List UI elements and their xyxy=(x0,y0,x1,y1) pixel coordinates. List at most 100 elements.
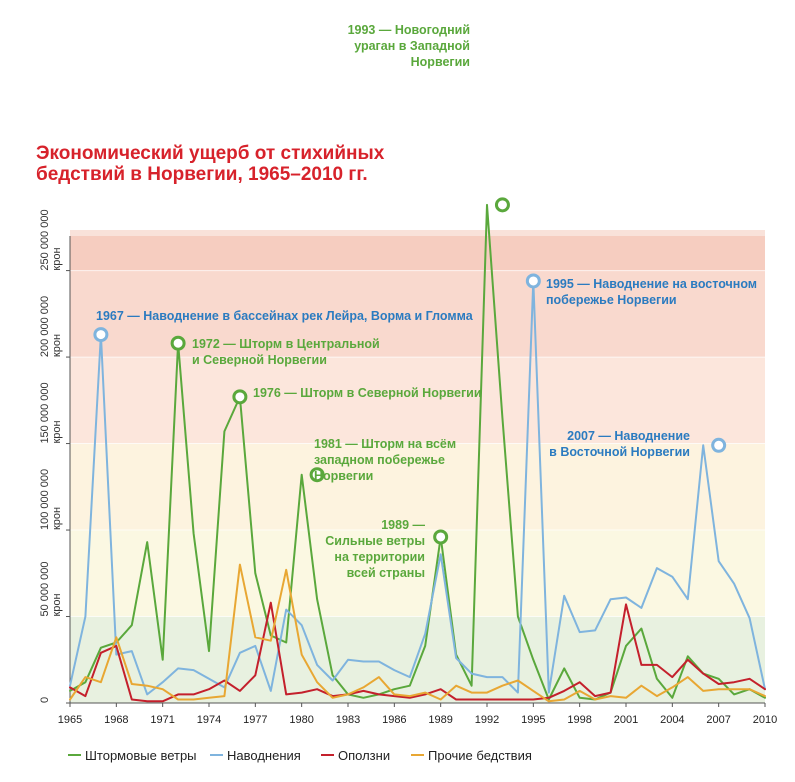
y-tick-unit-4: крон xyxy=(51,334,63,357)
x-tick-label-13: 2004 xyxy=(660,714,684,726)
legend-swatch-landslide xyxy=(321,754,334,756)
band-0 xyxy=(70,616,765,703)
data-point-2-15 xyxy=(301,692,303,694)
x-tick-label-10: 1995 xyxy=(521,714,545,726)
data-point-3-30 xyxy=(532,690,534,692)
data-point-1-39 xyxy=(671,576,673,578)
data-point-0-23 xyxy=(424,645,426,647)
x-tick-label-2: 1971 xyxy=(150,714,174,726)
data-point-3-15 xyxy=(301,654,303,656)
data-point-3-20 xyxy=(378,676,380,678)
annotation-text-4-2: на территории xyxy=(334,550,425,564)
data-point-1-34 xyxy=(594,629,596,631)
data-point-3-0 xyxy=(69,699,71,701)
data-point-0-9 xyxy=(208,650,210,652)
data-point-0-28 xyxy=(501,417,503,419)
y-tick-label-0: 0 xyxy=(39,697,51,703)
data-point-3-22 xyxy=(409,695,411,697)
data-point-1-43 xyxy=(733,583,735,585)
data-point-3-33 xyxy=(579,690,581,692)
data-point-0-16 xyxy=(316,598,318,600)
data-point-3-5 xyxy=(146,685,148,687)
data-point-3-18 xyxy=(347,693,349,695)
data-point-2-44 xyxy=(749,678,751,680)
y-tick-unit-3: крон xyxy=(51,420,63,443)
data-point-0-30 xyxy=(532,659,534,661)
data-point-3-14 xyxy=(285,569,287,571)
data-point-1-21 xyxy=(393,669,395,671)
annotation-marker-2 xyxy=(232,389,248,405)
y-tick-unit-2: крон xyxy=(51,507,63,530)
data-point-2-8 xyxy=(193,693,195,695)
data-point-1-42 xyxy=(718,560,720,562)
annotation-marker-0 xyxy=(93,327,109,343)
data-point-3-24 xyxy=(440,699,442,701)
x-tick-label-3: 1974 xyxy=(197,714,221,726)
data-point-0-10 xyxy=(223,430,225,432)
annotation-text-2-0: 1976 — Шторм в Северной Норвегии xyxy=(253,386,482,400)
x-tick-label-5: 1980 xyxy=(289,714,313,726)
legend-label-landslide: Оползни xyxy=(338,748,391,763)
background-bands xyxy=(70,230,765,703)
x-tick-label-9: 1992 xyxy=(475,714,499,726)
data-point-2-22 xyxy=(409,697,411,699)
data-point-2-19 xyxy=(362,690,364,692)
data-point-2-37 xyxy=(640,664,642,666)
data-point-3-7 xyxy=(177,699,179,701)
data-point-3-40 xyxy=(687,676,689,678)
data-point-1-6 xyxy=(162,681,164,683)
x-tick-label-1: 1968 xyxy=(104,714,128,726)
data-point-0-0 xyxy=(69,690,71,692)
data-point-1-23 xyxy=(424,633,426,635)
legend-swatch-other xyxy=(411,754,424,756)
data-point-3-16 xyxy=(316,681,318,683)
annotation-text-3-1: западном побережье xyxy=(314,453,445,467)
legend-swatch-flood xyxy=(210,754,223,756)
chart-title-line-1: Экономический ущерб от стихийных xyxy=(36,143,385,164)
data-point-3-36 xyxy=(625,697,627,699)
data-point-1-7 xyxy=(177,667,179,669)
data-point-2-0 xyxy=(69,686,71,688)
data-point-0-14 xyxy=(285,641,287,643)
data-point-1-33 xyxy=(579,631,581,633)
y-tick-unit-5: крон xyxy=(51,247,63,270)
data-point-2-4 xyxy=(131,699,133,701)
data-point-3-8 xyxy=(193,699,195,701)
legend-label-storm: Штормовые ветры xyxy=(85,748,197,763)
annotation-marker-1 xyxy=(170,335,186,351)
data-point-2-45 xyxy=(764,688,766,690)
x-tick-label-14: 2007 xyxy=(706,714,730,726)
data-point-2-30 xyxy=(532,699,534,701)
data-point-2-1 xyxy=(84,695,86,697)
data-point-3-1 xyxy=(84,676,86,678)
data-point-0-1 xyxy=(84,681,86,683)
data-point-0-22 xyxy=(409,685,411,687)
data-point-2-33 xyxy=(579,681,581,683)
chart-title: Экономический ущерб от стихийных бедстви… xyxy=(36,143,416,185)
x-tick-labels: 1965 1968 1971 1974 1977 1980 1983 1986 1989 1992… xyxy=(58,703,777,726)
legend-label-other: Прочие бедствия xyxy=(428,748,532,763)
data-point-3-19 xyxy=(362,686,364,688)
data-point-1-13 xyxy=(270,690,272,692)
annotation-text-7-0: 2007 — Наводнение xyxy=(567,429,690,443)
annotation-text-0-0: 1967 — Наводнение в бассейнах рек Лейра,… xyxy=(96,309,474,323)
annotation-text-3-0: 1981 — Шторм на всём xyxy=(314,437,456,451)
data-point-1-8 xyxy=(193,669,195,671)
data-point-2-6 xyxy=(162,700,164,702)
x-tick-label-15: 2010 xyxy=(753,714,777,726)
data-point-2-40 xyxy=(687,659,689,661)
data-point-3-32 xyxy=(563,699,565,701)
annotation-text-4-1: Сильные ветры xyxy=(325,534,425,548)
data-point-1-35 xyxy=(610,598,612,600)
series-line-0 xyxy=(69,203,766,701)
data-point-2-36 xyxy=(625,603,627,605)
data-point-3-6 xyxy=(162,688,164,690)
data-point-2-41 xyxy=(702,673,704,675)
data-point-3-3 xyxy=(115,636,117,638)
data-point-1-3 xyxy=(115,654,117,656)
data-point-2-38 xyxy=(656,664,658,666)
data-point-0-33 xyxy=(579,697,581,699)
data-point-1-18 xyxy=(347,659,349,661)
data-point-3-27 xyxy=(486,692,488,694)
data-point-2-25 xyxy=(455,699,457,701)
